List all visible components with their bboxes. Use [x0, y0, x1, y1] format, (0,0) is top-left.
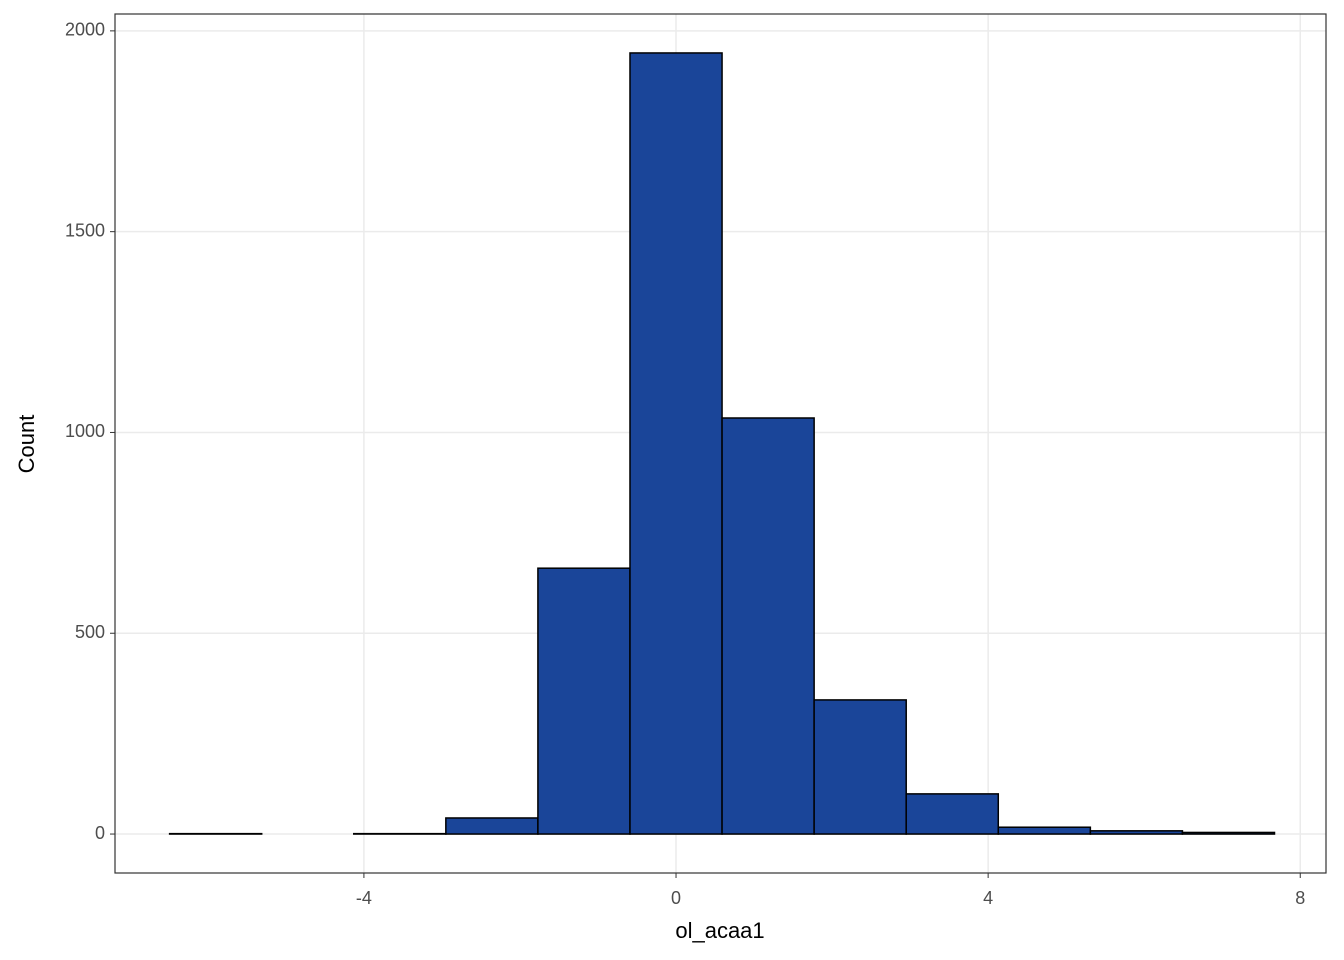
bar — [537, 567, 631, 835]
bar — [629, 52, 723, 835]
bar — [813, 699, 907, 835]
bar — [997, 826, 1092, 835]
bar — [905, 793, 1000, 835]
x-tick-label: 0 — [671, 888, 681, 908]
x-axis-title: ol_acaa1 — [675, 918, 764, 943]
x-tick-label: 4 — [983, 888, 993, 908]
y-tick-label: 0 — [95, 823, 105, 843]
y-tick-label: 500 — [75, 622, 105, 642]
y-tick-label: 2000 — [65, 20, 105, 40]
x-tick-label: 8 — [1295, 888, 1305, 908]
bar — [721, 417, 815, 835]
bar — [1181, 831, 1276, 835]
bar — [445, 817, 539, 835]
y-axis-title: Count — [14, 415, 39, 474]
y-tick-label: 1000 — [65, 421, 105, 441]
y-tick-label: 1500 — [65, 220, 105, 240]
plot-border — [114, 13, 1327, 874]
bar — [1089, 830, 1184, 835]
x-tick-label: -4 — [356, 888, 372, 908]
